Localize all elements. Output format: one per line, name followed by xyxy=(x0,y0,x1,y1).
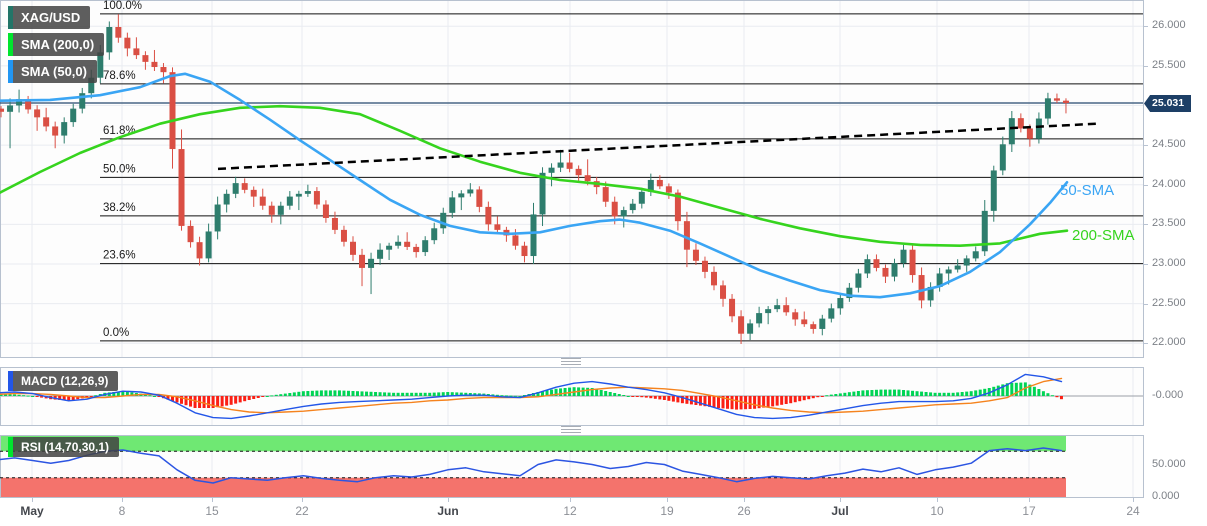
macd-axis-label: -0.000 xyxy=(1152,389,1184,401)
sma50-color-bar xyxy=(8,60,13,83)
time-axis-label: 10 xyxy=(930,504,944,518)
time-axis-label: 12 xyxy=(563,504,577,518)
rsi-axis-label: 0.000 xyxy=(1152,490,1180,502)
time-axis-label: 19 xyxy=(660,504,674,518)
panel-resize-handle[interactable] xyxy=(561,429,581,430)
sma50-legend[interactable]: SMA (50,0) xyxy=(8,60,97,83)
svg-text:100.0%: 100.0% xyxy=(103,0,142,12)
time-axis-label: 17 xyxy=(1022,504,1036,518)
time-axis-tick xyxy=(744,498,745,502)
price-axis-label: 23.500 xyxy=(1152,217,1186,230)
macd-label: MACD (12,26,9) xyxy=(21,374,109,388)
rsi-color-bar xyxy=(8,437,13,457)
sma200-legend[interactable]: SMA (200,0) xyxy=(8,33,105,56)
rsi-label: RSI (14,70,30,1) xyxy=(21,440,110,454)
time-axis-label: 24 xyxy=(1126,504,1140,518)
macd-legend[interactable]: MACD (12,26,9) xyxy=(8,371,119,391)
time-axis-tick xyxy=(570,498,571,502)
macd-color-bar xyxy=(8,371,13,391)
price-axis-label: 25.500 xyxy=(1152,58,1186,71)
time-axis-tick xyxy=(122,498,123,502)
svg-text:61.8%: 61.8% xyxy=(103,125,136,137)
time-axis-label: Jul xyxy=(831,504,849,518)
price-axis-label: 24.500 xyxy=(1152,138,1186,151)
rsi-axis-label: 50.000 xyxy=(1152,458,1186,470)
price-axis-label: 23.000 xyxy=(1152,256,1186,269)
time-axis-tick xyxy=(937,498,938,502)
price-axis-tick xyxy=(1144,184,1148,186)
time-axis-label: 8 xyxy=(118,504,126,518)
rsi-panel[interactable] xyxy=(0,435,1144,498)
panel-resize-handle[interactable] xyxy=(561,361,581,362)
time-axis-tick xyxy=(448,498,449,502)
symbol-legend[interactable]: XAG/USD xyxy=(8,6,91,29)
time-axis-tick xyxy=(212,498,213,502)
time-axis-label: 15 xyxy=(205,504,219,518)
price-chart-panel[interactable]: 100.0% 78.6% 61.8% 50.0% 38.2% 23.6% 0.0% xyxy=(0,0,1144,358)
time-axis-label: May xyxy=(20,504,44,518)
sma200-color-bar xyxy=(8,33,13,56)
price-axis-label: 22.000 xyxy=(1152,336,1186,349)
symbol-color-bar xyxy=(8,6,13,29)
price-axis-tick xyxy=(1144,26,1148,28)
price-axis-label: 26.000 xyxy=(1152,19,1186,32)
symbol-label: XAG/USD xyxy=(21,10,81,25)
price-axis[interactable]: 25.031 -0.000 26.000 25.500 24.500 24.000 23… xyxy=(1144,0,1207,526)
time-axis-tick xyxy=(667,498,668,502)
price-axis-tick xyxy=(1144,65,1148,67)
time-axis-label: 22 xyxy=(295,504,309,518)
current-price-badge: 25.031 xyxy=(1144,95,1191,112)
price-axis-label: 22.500 xyxy=(1152,296,1186,309)
time-axis-tick xyxy=(1029,498,1030,502)
sma200-line-tag: 200-SMA xyxy=(1072,227,1135,244)
svg-text:78.6%: 78.6% xyxy=(103,70,136,82)
time-axis-tick xyxy=(32,498,33,502)
sma200-label: SMA (200,0) xyxy=(21,37,95,52)
price-axis-tick xyxy=(1144,303,1148,305)
time-axis-tick xyxy=(302,498,303,502)
price-axis-tick xyxy=(1144,224,1148,226)
sma50-line-tag: 50-SMA xyxy=(1060,182,1115,199)
time-axis-label: Jun xyxy=(437,504,459,518)
time-axis-tick xyxy=(1133,498,1134,502)
svg-text:23.6%: 23.6% xyxy=(103,250,136,262)
price-axis-tick xyxy=(1144,263,1148,265)
time-axis[interactable]: May 8 15 22 Jun 12 19 26 Jul 10 17 24 xyxy=(0,498,1144,526)
macd-panel[interactable] xyxy=(0,367,1144,426)
time-axis-tick xyxy=(840,498,841,502)
sma50-label: SMA (50,0) xyxy=(21,64,87,79)
time-axis-label: 26 xyxy=(737,504,751,518)
price-axis-tick xyxy=(1144,145,1148,147)
rsi-legend[interactable]: RSI (14,70,30,1) xyxy=(8,437,120,457)
price-axis-tick xyxy=(1144,343,1148,345)
svg-text:38.2%: 38.2% xyxy=(103,202,136,214)
svg-text:50.0%: 50.0% xyxy=(103,163,136,175)
price-axis-label: 24.000 xyxy=(1152,177,1186,190)
svg-text:0.0%: 0.0% xyxy=(103,327,129,339)
